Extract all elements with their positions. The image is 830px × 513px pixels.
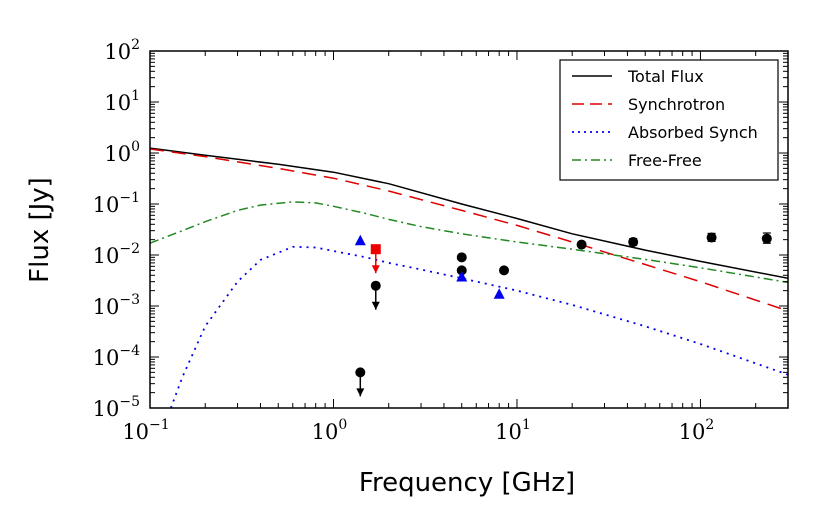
y-tick-base: 10: [104, 40, 131, 64]
series-line-absorbed-synch: [170, 245, 788, 408]
x-tick-base: 10: [495, 420, 522, 444]
y-tick-exponent: 1: [131, 88, 140, 104]
y-tick-exponent: −5: [119, 394, 140, 410]
x-tick-label: 102: [679, 417, 715, 444]
upper-limit-arrow-head: [356, 388, 365, 397]
tick-labels-layer: 10−1 100 101 10210−510−410−310−210−11001011…: [93, 37, 715, 444]
y-tick-label: 10−1: [93, 190, 140, 217]
y-tick-exponent: 2: [131, 37, 140, 53]
y-tick-base: 10: [93, 295, 120, 319]
y-tick-base: 10: [104, 142, 131, 166]
x-tick-label: 101: [495, 417, 531, 444]
series-line-synchrotron: [150, 148, 788, 312]
data-point-square: [370, 244, 381, 255]
legend-label-free-free: Free-Free: [628, 151, 702, 170]
legend: Total Flux Synchrotron Absorbed Synch Fr…: [559, 59, 779, 181]
y-tick-base: 10: [93, 346, 120, 370]
data-point-circle: [456, 265, 467, 276]
upper-limit-arrow-head: [371, 301, 380, 310]
plot-frame: [149, 50, 789, 409]
markers-layer: [354, 232, 772, 397]
x-tick-base: 10: [679, 420, 706, 444]
data-point-circle: [456, 252, 467, 263]
x-axis-label: Frequency [GHz]: [359, 468, 575, 498]
y-tick-exponent: −1: [119, 190, 140, 206]
y-tick-exponent: −2: [119, 241, 140, 257]
y-tick-label: 10−5: [93, 394, 140, 421]
x-tick-base: 10: [122, 420, 149, 444]
y-tick-exponent: 0: [131, 139, 140, 155]
y-tick-label: 10−3: [93, 292, 140, 319]
y-tick-base: 10: [93, 397, 120, 421]
data-point-circle: [628, 236, 639, 247]
series-line-total-flux: [150, 147, 788, 280]
y-tick-label: 102: [104, 37, 140, 64]
legend-label-total-flux: Total Flux: [627, 67, 704, 86]
x-tick-exponent: −1: [149, 417, 170, 433]
legend-label-synchrotron: Synchrotron: [628, 95, 725, 114]
data-point-circle: [499, 265, 510, 276]
data-point-circle: [706, 232, 717, 243]
y-tick-exponent: −4: [119, 343, 140, 359]
x-tick-exponent: 2: [705, 417, 714, 433]
y-tick-label: 10−4: [93, 343, 140, 370]
curves-layer: [150, 147, 788, 408]
data-point-triangle: [456, 271, 468, 282]
x-tick-exponent: 1: [522, 417, 531, 433]
upper-limit-arrow-head: [371, 265, 380, 274]
ticks-layer: [149, 50, 789, 409]
y-tick-base: 10: [104, 91, 131, 115]
data-point-circle: [576, 239, 587, 250]
y-axis-label: Flux [Jy]: [25, 177, 55, 283]
y-tick-exponent: −3: [119, 292, 140, 308]
series-line-free-free: [150, 201, 788, 284]
data-point-circle: [355, 367, 366, 378]
x-tick-base: 10: [312, 420, 339, 444]
data-point-triangle: [354, 234, 366, 246]
x-tick-label: 10−1: [122, 417, 169, 444]
y-tick-base: 10: [93, 244, 120, 268]
data-point-circle: [761, 233, 772, 244]
y-tick-base: 10: [93, 193, 120, 217]
x-tick-label: 100: [312, 417, 348, 444]
legend-label-absorbed-synch: Absorbed Synch: [628, 123, 758, 142]
data-point-triangle: [493, 288, 505, 299]
x-tick-exponent: 0: [338, 417, 347, 433]
y-tick-label: 101: [104, 88, 140, 115]
y-tick-label: 10−2: [93, 241, 140, 268]
y-tick-label: 100: [104, 139, 140, 166]
data-point-circle: [370, 280, 381, 291]
